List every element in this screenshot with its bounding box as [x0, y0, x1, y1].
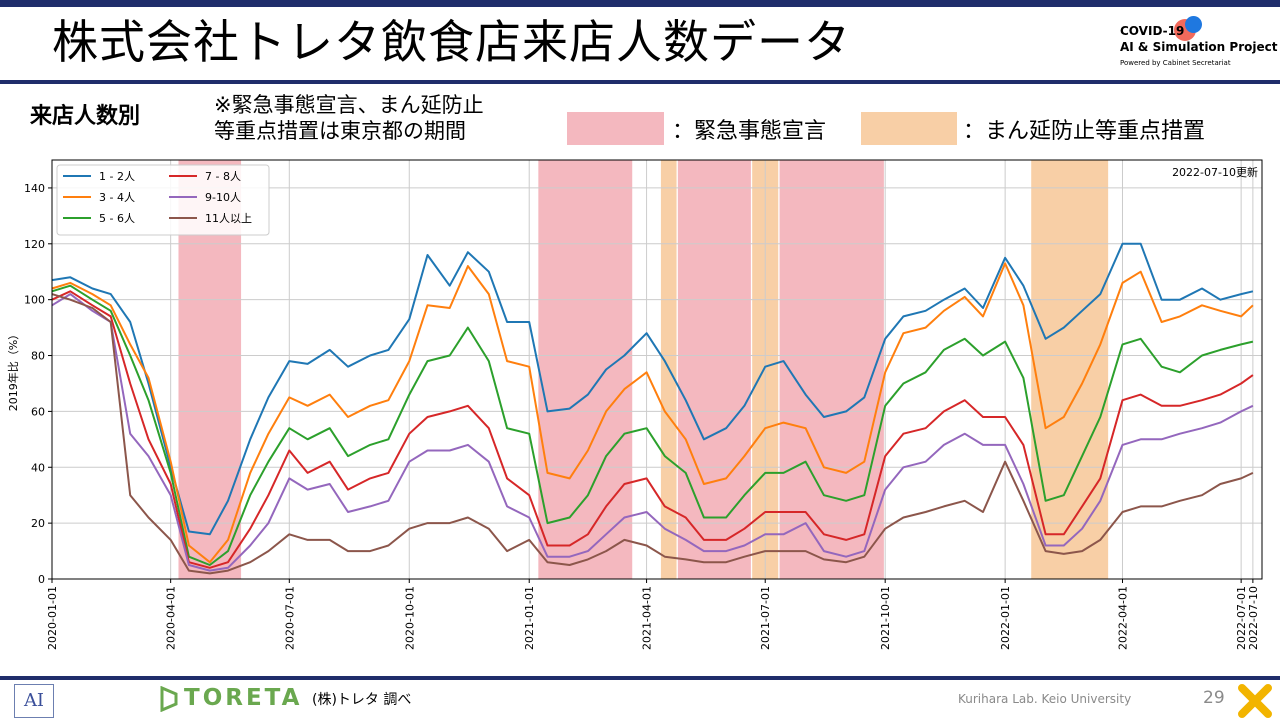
emergency-band	[677, 160, 751, 579]
y-tick-label: 0	[38, 573, 45, 586]
x-tick-label: 2022-07-01	[1235, 586, 1248, 650]
emergency-key-swatch	[567, 112, 664, 145]
note-line1: ※緊急事態宣言、まん延防止	[214, 93, 484, 117]
section-heading: 来店人数別	[30, 104, 141, 129]
y-tick-label: 140	[24, 182, 45, 195]
x-tick-label: 2020-01-01	[46, 586, 59, 650]
emergency-key-label: ：緊急事態宣言	[672, 119, 827, 144]
update-note: 2022-07-10更新	[1172, 165, 1258, 179]
logo-line2: AI & Simulation Project	[1120, 40, 1278, 54]
top-accent-bar	[0, 0, 1280, 7]
toreta-logo-icon	[160, 686, 178, 712]
x-tick-label: 2021-04-01	[641, 586, 654, 650]
x-tick-label: 2020-07-01	[283, 586, 296, 650]
legend-label: 1 - 2人	[99, 170, 135, 183]
page-number: 29	[1203, 688, 1225, 708]
covid-project-logo: COVID-19 AI & Simulation Project Powered…	[1116, 16, 1277, 72]
logo-line3: Powered by Cabinet Secretariat	[1120, 59, 1231, 67]
y-tick-label: 20	[31, 517, 45, 530]
lab-logo: AI	[14, 684, 54, 718]
x-tick-label: 2021-01-01	[523, 586, 536, 650]
semi-emergency-band	[1031, 160, 1109, 579]
x-tick-label: 2021-07-01	[759, 586, 772, 650]
semi-emergency-key-swatch	[861, 112, 957, 145]
series-line-4	[51, 290, 1254, 569]
semi-emergency-key-label: ：まん延防止等重点措置	[963, 119, 1206, 144]
series-line-3	[51, 284, 1254, 566]
emergency-band	[538, 160, 633, 579]
series-line-6	[51, 293, 1254, 575]
lab-credit: Kurihara Lab. Keio University	[958, 692, 1132, 706]
x-tick-label: 2020-04-01	[165, 586, 178, 650]
x-tick-label: 2020-10-01	[403, 586, 416, 650]
series-line-5	[51, 293, 1254, 572]
legend-box	[56, 164, 270, 236]
footer-divider	[0, 676, 1280, 680]
period-note: ※緊急事態宣言、まん延防止 等重点措置は東京都の期間	[214, 92, 484, 144]
x-tick-label: 2022-04-01	[1116, 586, 1129, 650]
emergency-band	[779, 160, 884, 579]
page-title: 株式会社トレタ飲食店来店人数データ	[52, 15, 851, 69]
series-line-2	[51, 262, 1254, 564]
legend-label: 7 - 8人	[205, 170, 241, 183]
y-axis-label: 2019年比（%）	[6, 329, 20, 411]
logo-blue-circle	[1185, 16, 1202, 33]
legend-label: 9-10人	[205, 191, 241, 204]
series-line-1	[51, 242, 1254, 536]
x-tick-label: 2021-10-01	[879, 586, 892, 650]
data-source: (株)トレタ 調べ	[312, 692, 412, 708]
title-divider	[0, 80, 1280, 84]
y-tick-label: 80	[31, 350, 45, 363]
y-tick-label: 60	[31, 405, 45, 418]
legend-label: 3 - 4人	[99, 191, 135, 204]
x-tick-label: 2022-01-01	[999, 586, 1012, 650]
y-tick-label: 100	[24, 294, 45, 307]
logo-line1: COVID-19	[1120, 24, 1185, 38]
x-tick-label: 2022-07-10	[1247, 586, 1260, 650]
legend-label: 11人以上	[205, 212, 252, 225]
visitor-line-chart: 0 20 40 60 80 100 120 140 2020-01-01 2020-04-01 20…	[6, 159, 1263, 650]
plot-frame	[51, 159, 1263, 580]
y-tick-label: 120	[24, 238, 45, 251]
note-line2: 等重点措置は東京都の期間	[214, 119, 466, 143]
legend-label: 5 - 6人	[99, 212, 135, 225]
y-tick-label: 40	[31, 461, 45, 474]
x-logo-icon	[1238, 684, 1272, 718]
toreta-brand: TORETA	[184, 685, 303, 711]
